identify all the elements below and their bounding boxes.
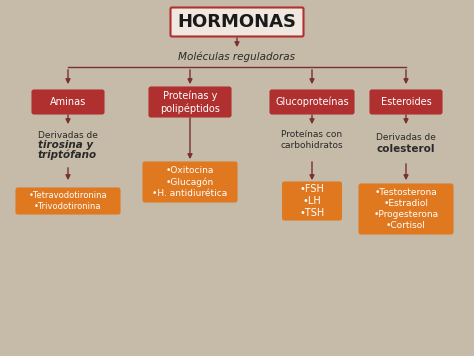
Text: colesterol: colesterol bbox=[377, 144, 435, 154]
FancyBboxPatch shape bbox=[371, 90, 441, 114]
FancyBboxPatch shape bbox=[33, 90, 103, 114]
Text: Derivadas de: Derivadas de bbox=[376, 132, 436, 141]
Text: triptófano: triptófano bbox=[38, 150, 97, 160]
FancyBboxPatch shape bbox=[171, 7, 303, 37]
FancyBboxPatch shape bbox=[283, 183, 341, 220]
FancyBboxPatch shape bbox=[271, 90, 354, 114]
Text: •Oxitocina
•Glucagón
•H. antidiurética: •Oxitocina •Glucagón •H. antidiurética bbox=[152, 166, 228, 198]
Text: HORMONAS: HORMONAS bbox=[177, 13, 297, 31]
Text: Moléculas reguladoras: Moléculas reguladoras bbox=[179, 52, 295, 62]
Text: •FSH
•LH
•TSH: •FSH •LH •TSH bbox=[300, 184, 325, 218]
FancyBboxPatch shape bbox=[144, 162, 237, 201]
Text: Proteínas con
carbohidratos: Proteínas con carbohidratos bbox=[281, 130, 343, 150]
Text: Proteínas y
polipéptidos: Proteínas y polipéptidos bbox=[160, 90, 220, 114]
Text: Derivadas de: Derivadas de bbox=[38, 131, 98, 140]
Text: Esteroides: Esteroides bbox=[381, 97, 431, 107]
Text: •Tetravodotironina
•Trivodotironina: •Tetravodotironina •Trivodotironina bbox=[29, 191, 107, 211]
Text: Aminas: Aminas bbox=[50, 97, 86, 107]
Text: tirosina y: tirosina y bbox=[38, 140, 93, 150]
FancyBboxPatch shape bbox=[149, 88, 230, 116]
Text: •Testosterona
•Estradiol
•Progesterona
•Cortisol: •Testosterona •Estradiol •Progesterona •… bbox=[374, 188, 438, 230]
Text: Glucoproteínas: Glucoproteínas bbox=[275, 97, 349, 107]
FancyBboxPatch shape bbox=[359, 184, 453, 234]
FancyBboxPatch shape bbox=[17, 188, 119, 214]
